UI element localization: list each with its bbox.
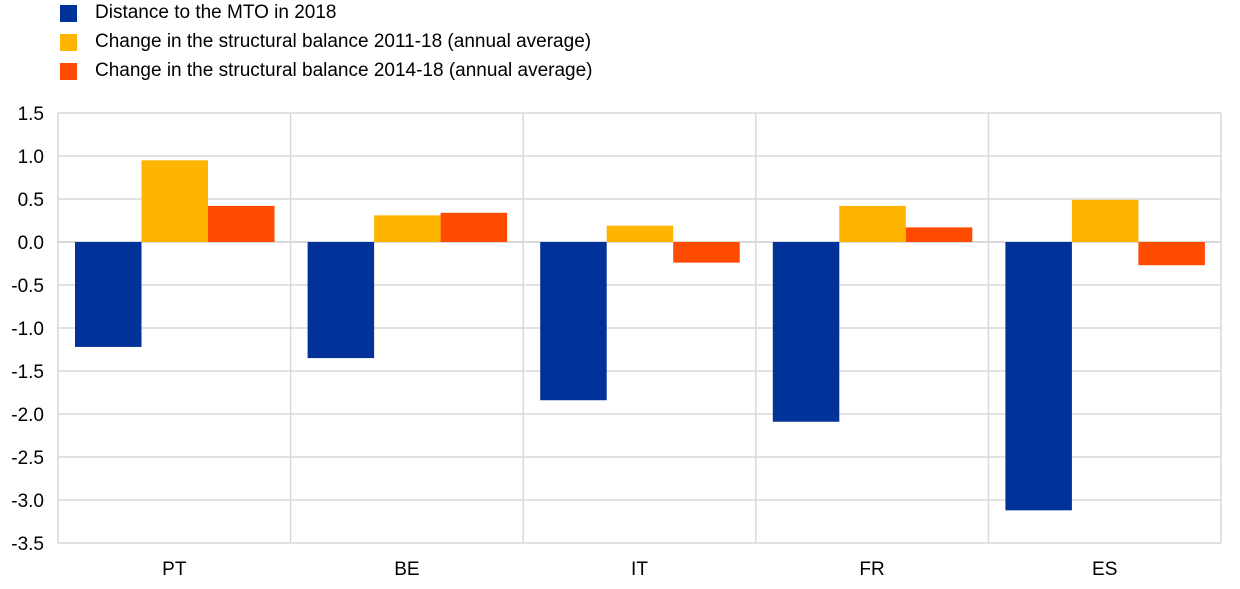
y-tick-label: -2.0 [11,405,44,426]
legend-label: Change in the structural balance 2011-18… [95,31,592,52]
x-tick-label: ES [1092,559,1117,580]
bar-be-series-2 [440,212,508,242]
y-tick-label: -2.5 [11,448,44,469]
bar-es-series-1 [1071,199,1139,242]
legend-swatch [60,33,77,51]
legend-item: Distance to the MTO in 2018 [60,2,337,24]
bar-pt-series-1 [141,160,208,242]
bar-fr-series-2 [905,227,973,242]
bar-it-series-2 [673,242,740,263]
y-tick-label: -1.0 [11,319,44,340]
bar-be-series-1 [374,215,441,242]
y-tick-label: 0.5 [18,190,44,211]
y-tick-label: -3.5 [11,534,44,555]
legend-item: Change in the structural balance 2014-18… [60,60,593,82]
x-tick-label: IT [631,559,648,580]
bar-be-series-0 [307,242,375,359]
y-tick-label: -1.5 [11,362,44,383]
bar-es-series-0 [1005,242,1072,511]
bar-fr-series-1 [839,205,906,242]
bar-it-series-0 [540,242,607,401]
bar-es-series-2 [1138,242,1205,266]
bar-it-series-1 [606,225,674,242]
x-tick-label: FR [859,559,884,580]
y-tick-label: 0.0 [18,233,44,254]
legend-label: Distance to the MTO in 2018 [95,2,337,23]
y-tick-label: -0.5 [11,276,44,297]
y-tick-label: 1.5 [18,104,44,125]
legend-item: Change in the structural balance 2011-18… [60,31,591,53]
y-tick-label: 1.0 [18,147,44,168]
legend-swatch [60,62,77,80]
legend-label: Change in the structural balance 2014-18… [95,60,593,81]
bar-pt-series-0 [75,242,142,347]
x-tick-label: PT [162,559,187,580]
bar-pt-series-2 [208,205,275,242]
x-tick-label: BE [394,559,419,580]
legend-swatch [60,4,77,22]
y-tick-label: -3.0 [11,491,44,512]
bar-fr-series-0 [772,242,840,422]
